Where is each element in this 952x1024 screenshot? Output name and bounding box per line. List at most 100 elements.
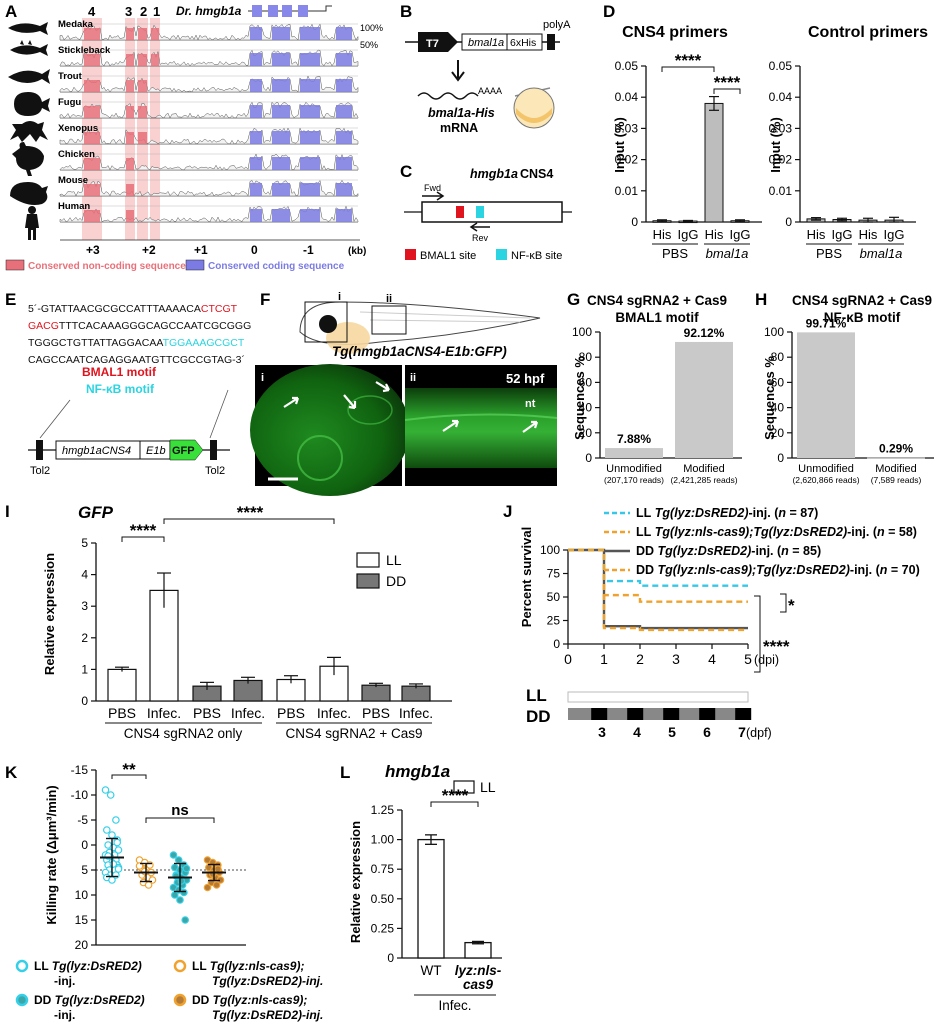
legend-part: n <box>877 525 885 539</box>
l-ytick-label: 0.75 <box>371 862 395 876</box>
legend-part: Tg(lyz:DsRED2) <box>654 544 751 558</box>
i-ytick-label: 2 <box>81 631 88 645</box>
coding-region <box>250 53 262 66</box>
j-dpf-unit: (dpf) <box>746 726 772 740</box>
noncoding-region <box>84 106 100 118</box>
coding-region <box>272 209 290 222</box>
j-ytick-label: 0 <box>553 637 560 651</box>
j-dpf-tick: 3 <box>598 724 606 740</box>
c-schematic: Fwd Rev BMAL1 site NF-κB site <box>404 183 572 262</box>
a-xtick: +3 <box>86 243 100 257</box>
t7-promoter <box>418 32 458 52</box>
xenopus-icon <box>10 121 48 142</box>
coding-region <box>250 27 262 40</box>
c-title-rest: CNS4 <box>520 167 553 181</box>
polya-label: polyA <box>543 19 571 31</box>
coding-region <box>272 105 290 118</box>
legend-part: = 85) <box>789 544 821 558</box>
e-nfkb-motif: NF-κB motif <box>86 382 155 396</box>
d-right-chart: Control primers Input (%) 0 0.01 0.02 0.03 0… <box>768 24 928 261</box>
white-arrow-icon <box>283 396 300 408</box>
noncoding-region <box>138 80 147 92</box>
species-label: Fugu <box>58 97 81 108</box>
legend-geno: Tg(lyz:DsRED2) <box>55 993 145 1007</box>
b-mrna: AAAA bmal1a-His mRNA <box>417 86 555 135</box>
h-ytick-label: 80 <box>771 350 785 364</box>
trout-icon <box>8 69 50 84</box>
panel-label-l: L <box>340 763 350 782</box>
panel-label-h: H <box>755 290 767 309</box>
j-xtick-label: 5 <box>744 651 752 667</box>
fugu-icon <box>14 92 50 116</box>
noncoding-region <box>151 54 159 66</box>
micrograph-ii-label: ii <box>410 372 416 384</box>
sequence-segment: TGGAAAGCGCT <box>163 337 245 349</box>
panel-label-a: A <box>5 2 17 21</box>
l-bar <box>464 941 492 959</box>
noncoding-region <box>84 158 100 170</box>
species-label: Human <box>58 201 90 212</box>
c-title-gene: hmgb1a <box>470 167 518 181</box>
h-ytick-label: 100 <box>764 325 784 339</box>
legend-part: DD <box>636 563 654 577</box>
h-category: Modified <box>875 463 917 475</box>
noncoding-region <box>151 28 159 40</box>
a-pct-100: 100% <box>360 23 383 33</box>
coding-region <box>300 53 320 66</box>
j-subjective-night <box>735 708 752 720</box>
noncoding-region <box>138 132 147 144</box>
coding-region <box>336 157 352 170</box>
d1-ytick-label: 0.02 <box>769 153 793 167</box>
i-group-label: CNS4 sgRNA2 + Cas9 <box>286 726 423 741</box>
legend-part: n <box>781 544 789 558</box>
sequence-segment: CAGCCAATCAGAGGAATGTTCGCCGTAG-3´ <box>28 354 245 366</box>
i-xlabel: PBS <box>362 705 390 721</box>
d-bar-label: IgG <box>832 227 853 242</box>
white-arrow-icon <box>442 419 460 432</box>
coding-region <box>336 53 352 66</box>
i-bar <box>107 668 137 702</box>
a-cns-numbers: 4 3 2 1 <box>88 4 160 19</box>
k-legend-marker <box>15 959 29 973</box>
j-ll-label: LL <box>526 686 547 705</box>
legend-part: -inj. ( <box>751 544 782 558</box>
d-bar-label: His <box>859 227 878 242</box>
bmal1a-label: bmal1a <box>468 37 504 49</box>
a-x-axis: +3 +2 +1 0 -1 (kb) <box>60 239 366 257</box>
box-i-label: i <box>338 291 341 303</box>
legend-noncoding: Conserved non-coding sequence <box>28 261 186 272</box>
polya-tail: AAAA <box>478 86 502 96</box>
k-legend-line1: LL Tg(lyz:DsRED2) <box>34 959 142 973</box>
legend-cond: DD <box>192 993 213 1007</box>
j-dpf-tick: 6 <box>703 724 711 740</box>
sequence-segment: 5´-GTATTAACGCGCCATTTAAAACA <box>28 303 201 315</box>
coding-region <box>300 183 320 196</box>
i-xlabel: Infec. <box>399 705 433 721</box>
g-ytick-label: 100 <box>572 325 592 339</box>
medaka-icon <box>8 22 48 35</box>
legend-part: -inj. ( <box>749 506 780 520</box>
i-xlabel: Infec. <box>147 705 181 721</box>
g-ytick-label: 0 <box>585 451 592 465</box>
j-xtick-label: 1 <box>600 651 608 667</box>
d-bar-label: IgG <box>730 227 751 242</box>
g-bar <box>675 341 733 458</box>
j-legend-entry: DD Tg(lyz:nls-cas9);Tg(lyz:DsRED2)-inj. … <box>636 563 920 577</box>
legend-part: DD <box>636 544 654 558</box>
d-right-title: Control primers <box>808 24 928 41</box>
h-ytick-label: 20 <box>771 426 785 440</box>
g-chart: Sequences % 0204060801007.88%Unmodified(… <box>572 325 742 485</box>
cns-highlight <box>125 18 135 240</box>
h-ylabel: Sequences % <box>762 356 777 440</box>
l-sig-bracket <box>430 801 479 807</box>
l-legend-swatch <box>453 780 475 794</box>
noncoding-region <box>126 158 134 170</box>
g-ytick-label: 60 <box>579 375 593 389</box>
white-arrow-icon <box>343 394 357 410</box>
i-sig-stars: **** <box>237 503 264 522</box>
k-data-point <box>169 851 178 859</box>
coding-region <box>272 131 290 144</box>
d-bar-label: His <box>705 227 724 242</box>
noncoding-region <box>84 28 100 40</box>
j-ylabel: Percent survival <box>519 527 534 627</box>
